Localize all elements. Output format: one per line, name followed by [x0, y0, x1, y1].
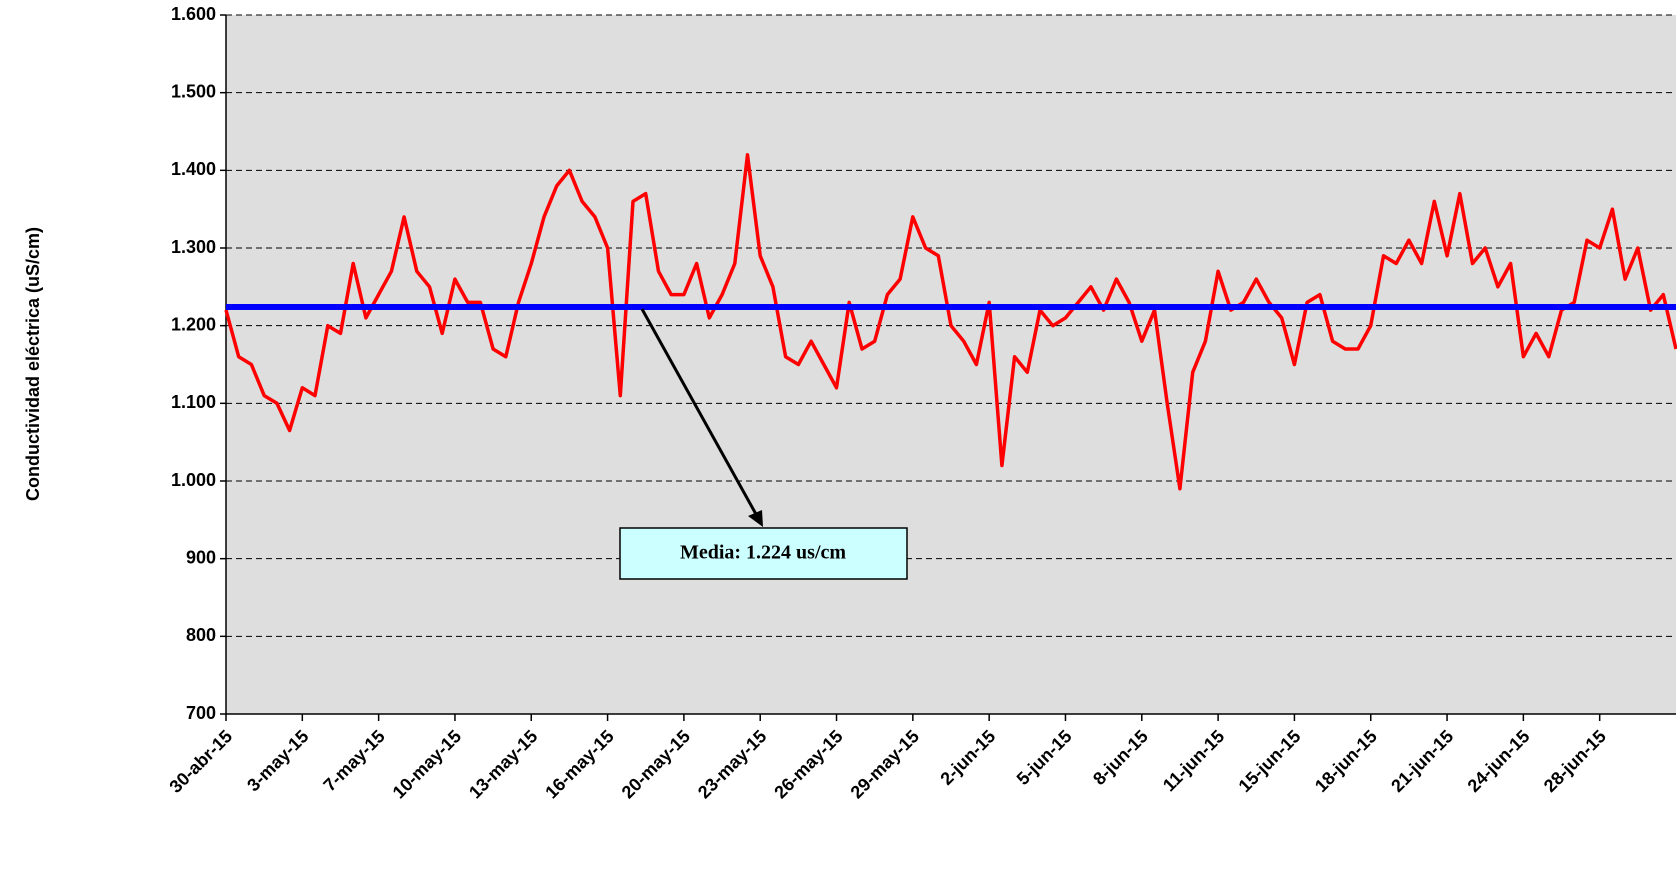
x-tick-label: 26-may-15 [770, 726, 846, 802]
plot-area [226, 15, 1676, 714]
x-tick-label: 21-jun-15 [1387, 726, 1457, 796]
annotation-arrowhead [748, 510, 763, 527]
y-tick-label: 800 [186, 625, 216, 645]
x-tick-label: 16-may-15 [541, 726, 617, 802]
x-tick-label: 30-abr-15 [165, 726, 236, 797]
x-tick-label: 11-jun-15 [1159, 726, 1228, 795]
x-tick-label: 10-may-15 [389, 726, 465, 802]
y-axis-label: Conductividad eléctrica (uS/cm) [23, 227, 43, 501]
y-tick-label: 1.000 [171, 470, 216, 490]
y-tick-label: 900 [186, 547, 216, 567]
annotation-box [619, 527, 908, 580]
x-tick-label: 24-jun-15 [1464, 726, 1534, 796]
marks [224, 153, 1677, 491]
y-tick-label: 1.600 [171, 4, 216, 24]
x-tick-label: 3-may-15 [243, 726, 312, 795]
annotation-text: Media: 1.224 us/cm [680, 542, 846, 564]
x-tick-label: 15-jun-15 [1235, 726, 1305, 796]
y-tick-label: 1.100 [171, 392, 216, 412]
x-tick-label: 29-may-15 [847, 726, 923, 802]
x-tick-label: 5-jun-15 [1013, 726, 1076, 789]
x-tick-label: 7-may-15 [319, 726, 388, 795]
y-tick-label: 1.500 [171, 81, 216, 101]
annotation-arrow [640, 308, 759, 517]
x-tick-label: 2-jun-15 [936, 726, 999, 789]
x-tick-label: 23-may-15 [694, 726, 770, 802]
x-tick-label: 13-may-15 [465, 726, 541, 802]
x-tick-label: 8-jun-15 [1089, 726, 1152, 789]
y-tick-label: 700 [186, 703, 216, 723]
y-tick-label: 1.200 [171, 314, 216, 334]
data-line [224, 153, 1677, 491]
y-tick-label: 1.300 [171, 237, 216, 257]
x-tick-label: 20-may-15 [618, 726, 694, 802]
y-tick-label: 1.400 [171, 159, 216, 179]
x-tick-label: 18-jun-15 [1311, 726, 1381, 796]
x-tick-label: 28-jun-15 [1540, 726, 1610, 796]
